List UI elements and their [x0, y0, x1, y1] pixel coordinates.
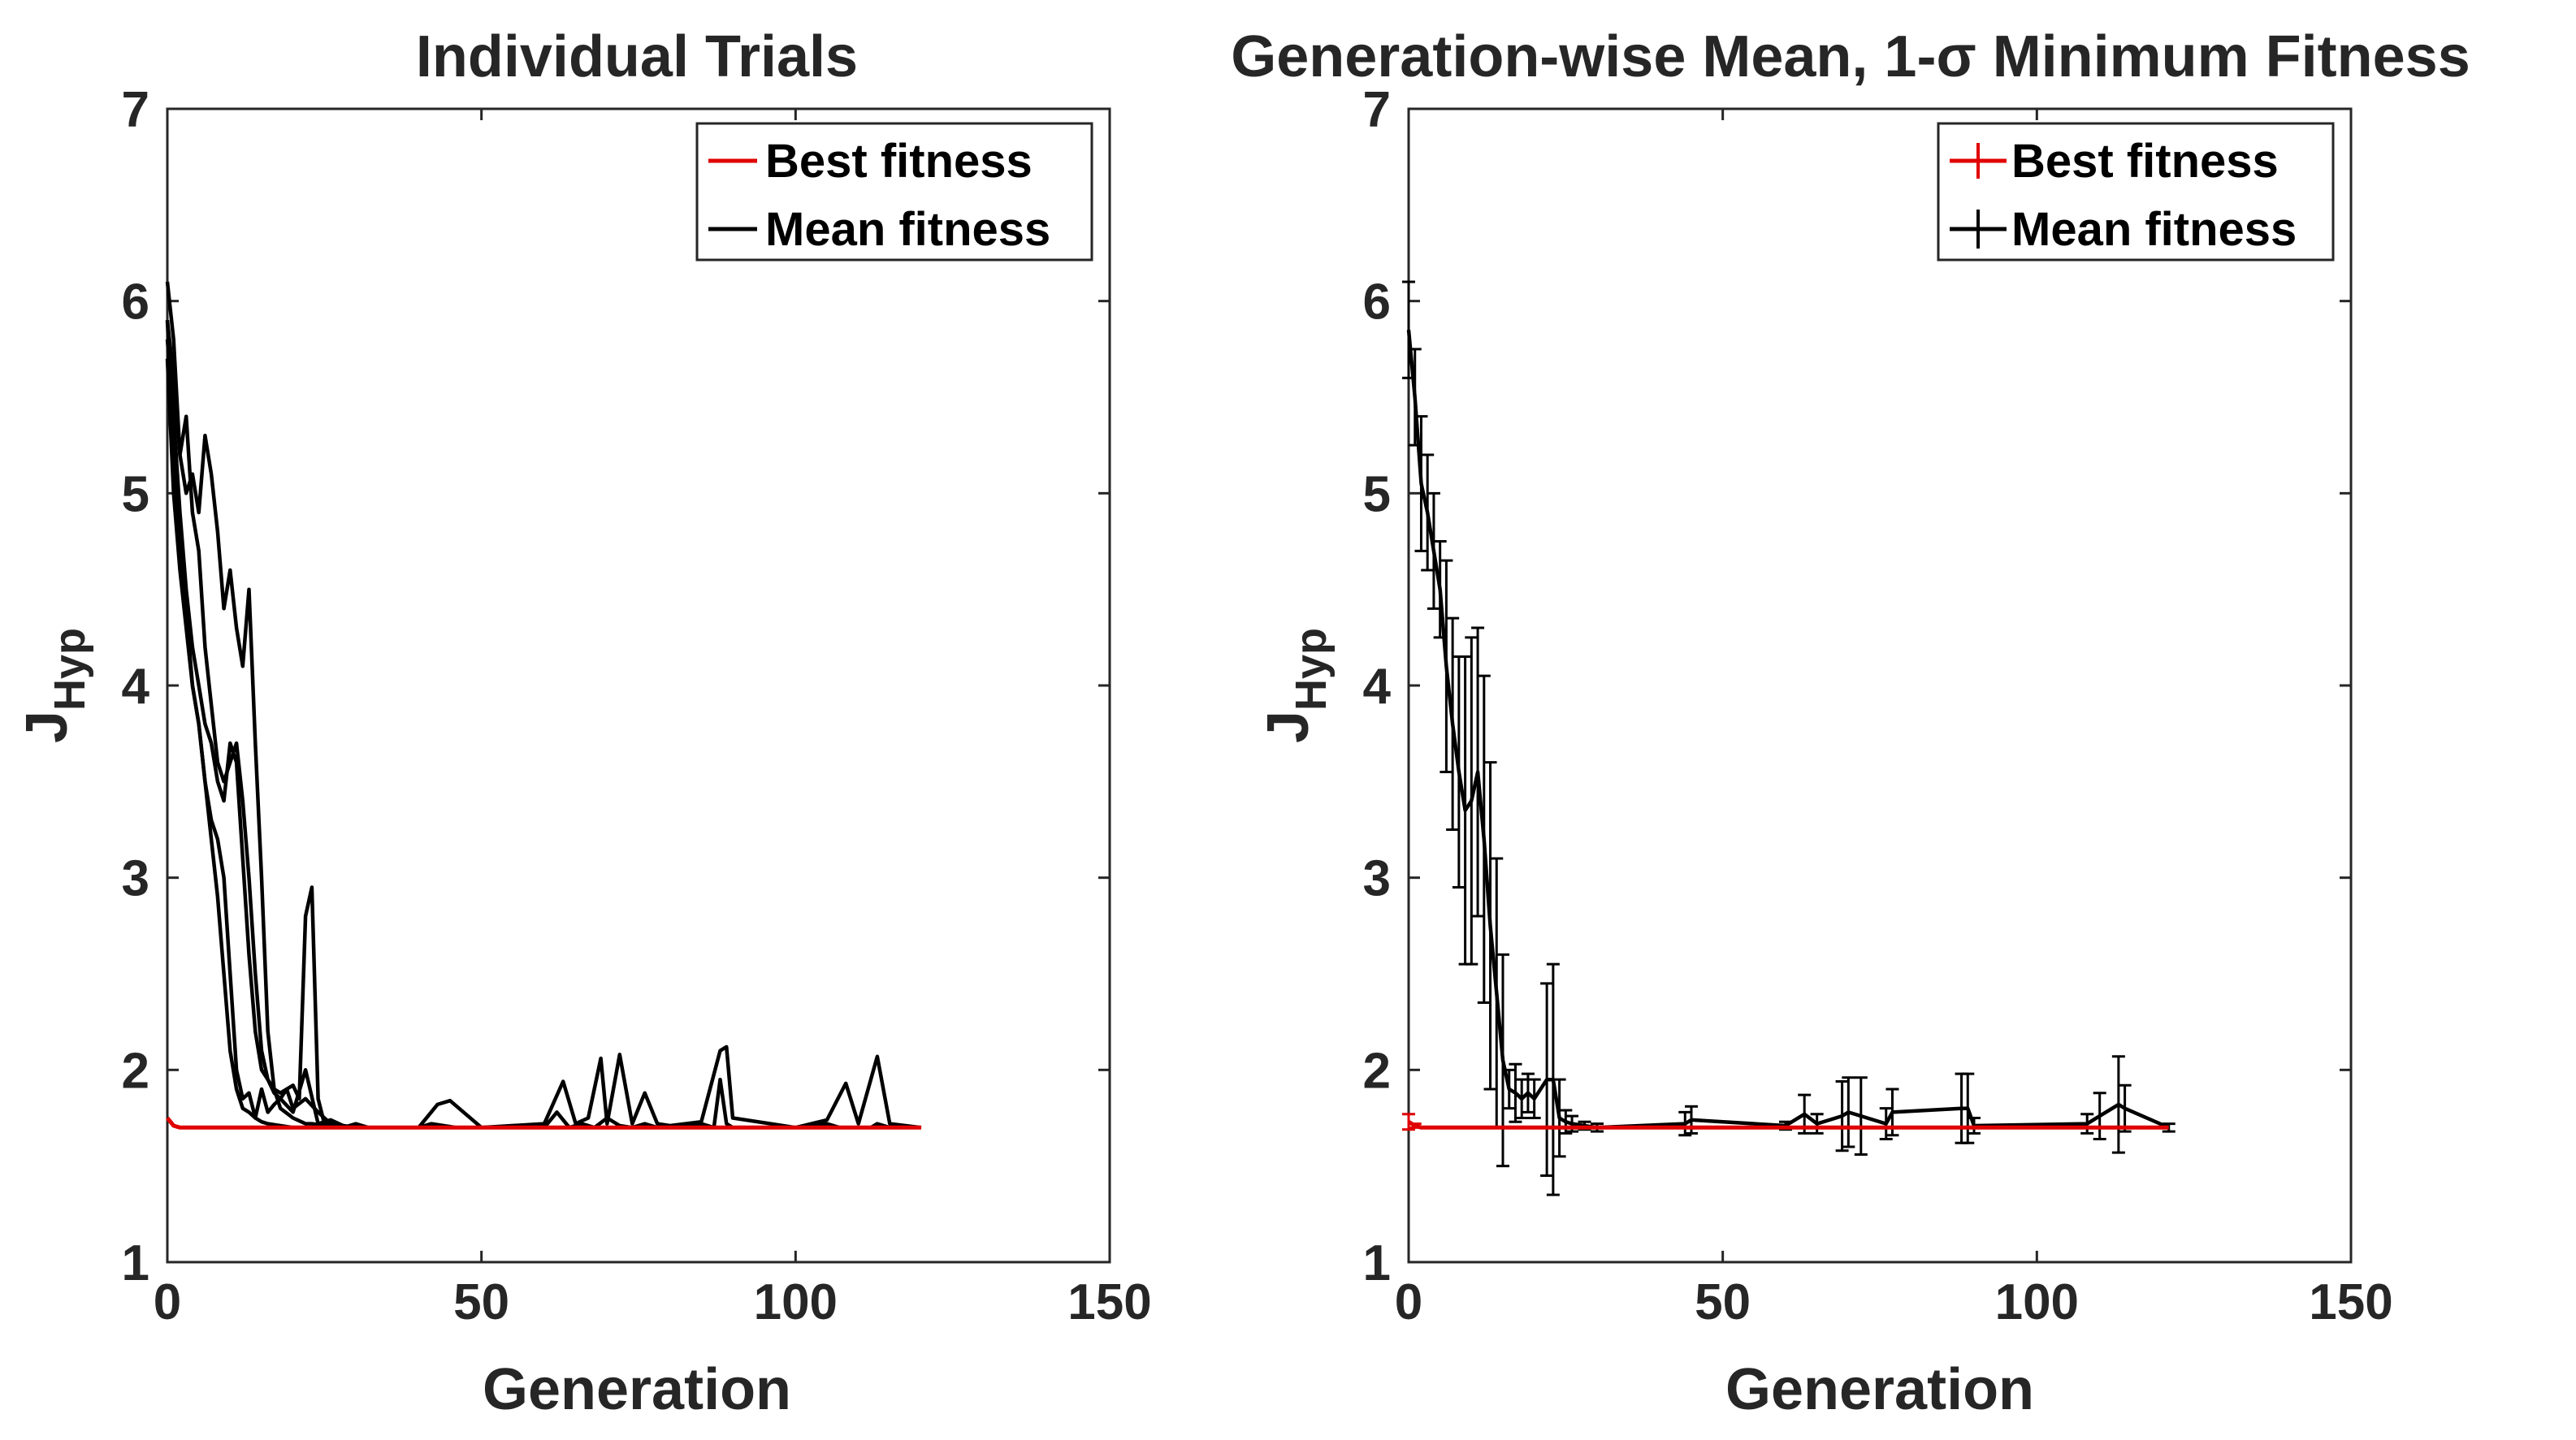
y-axis-label-sub: Hyp	[1287, 628, 1336, 711]
x-tick-label: 0	[154, 1274, 181, 1330]
y-tick-label: 2	[1363, 1043, 1391, 1099]
legend-best-label: Best fitness	[765, 135, 1033, 188]
y-tick-label: 5	[122, 466, 149, 522]
best-fitness-line	[166, 1116, 921, 1130]
x-axis-label: Generation	[1725, 1357, 2034, 1422]
x-tick-label: 100	[754, 1274, 838, 1330]
svg-text:JHyp: JHyp	[15, 628, 94, 743]
x-tick-label: 150	[1067, 1274, 1151, 1330]
chart-title: Individual Trials	[416, 24, 858, 89]
chart-title: Generation-wise Mean, 1-σ Minimum Fitnes…	[1231, 24, 2470, 89]
mean-fitness-line-trial-5	[165, 320, 921, 1130]
mean-fitness-line-trial-1	[165, 281, 921, 1130]
x-tick-label: 50	[453, 1274, 509, 1330]
svg-text:JHyp: JHyp	[1256, 628, 1336, 743]
y-tick-label: 3	[1363, 851, 1391, 907]
y-tick-label: 6	[122, 275, 149, 331]
legend-box	[695, 122, 1093, 262]
y-axis-label-main: J	[1256, 711, 1321, 743]
legend-best-label: Best fitness	[2011, 135, 2279, 188]
y-tick-label: 4	[122, 659, 150, 715]
plot-area	[1407, 107, 2353, 1264]
y-tick-label: 1	[122, 1235, 149, 1291]
x-axis-label: Generation	[483, 1357, 791, 1422]
y-tick-label: 7	[122, 82, 149, 138]
legend-mean-label: Mean fitness	[2011, 203, 2297, 256]
mean-fitness-line-trial-3	[165, 339, 921, 1130]
mean-fitness-line	[1406, 329, 2170, 1130]
legend-box	[1937, 122, 2335, 262]
left-chart-panel: Individual Trials 0 50 100 150 1 2 3 4 5 6 7 Gener…	[15, 24, 1152, 1422]
legend: Best fitness Mean fitness	[695, 122, 1093, 262]
y-axis-label: JHyp	[1256, 628, 1336, 743]
x-tick-label: 100	[1995, 1274, 2079, 1330]
y-tick-label: 7	[1363, 82, 1391, 138]
mean-fitness-line-trial-2	[165, 320, 922, 1130]
y-tick-label: 6	[1363, 275, 1391, 331]
x-tick-label: 0	[1395, 1274, 1422, 1330]
legend-mean-label: Mean fitness	[765, 203, 1050, 256]
y-axis-label: JHyp	[15, 628, 94, 743]
y-tick-label: 1	[1363, 1235, 1391, 1291]
right-chart-panel: Generation-wise Mean, 1-σ Minimum Fitnes…	[1231, 24, 2470, 1422]
y-tick-label: 5	[1363, 466, 1391, 522]
y-tick-label: 4	[1363, 659, 1392, 715]
best-fitness-line	[1407, 1120, 2169, 1130]
x-tick-label: 150	[2309, 1274, 2392, 1330]
y-axis-label-sub: Hyp	[45, 628, 94, 711]
mean-fitness-line-trial-4	[165, 358, 921, 1130]
y-tick-label: 3	[122, 851, 149, 907]
legend: Best fitness Mean fitness	[1937, 122, 2335, 262]
y-axis-label-main: J	[15, 711, 80, 743]
y-tick-label: 2	[122, 1043, 149, 1099]
x-tick-label: 50	[1695, 1274, 1751, 1330]
